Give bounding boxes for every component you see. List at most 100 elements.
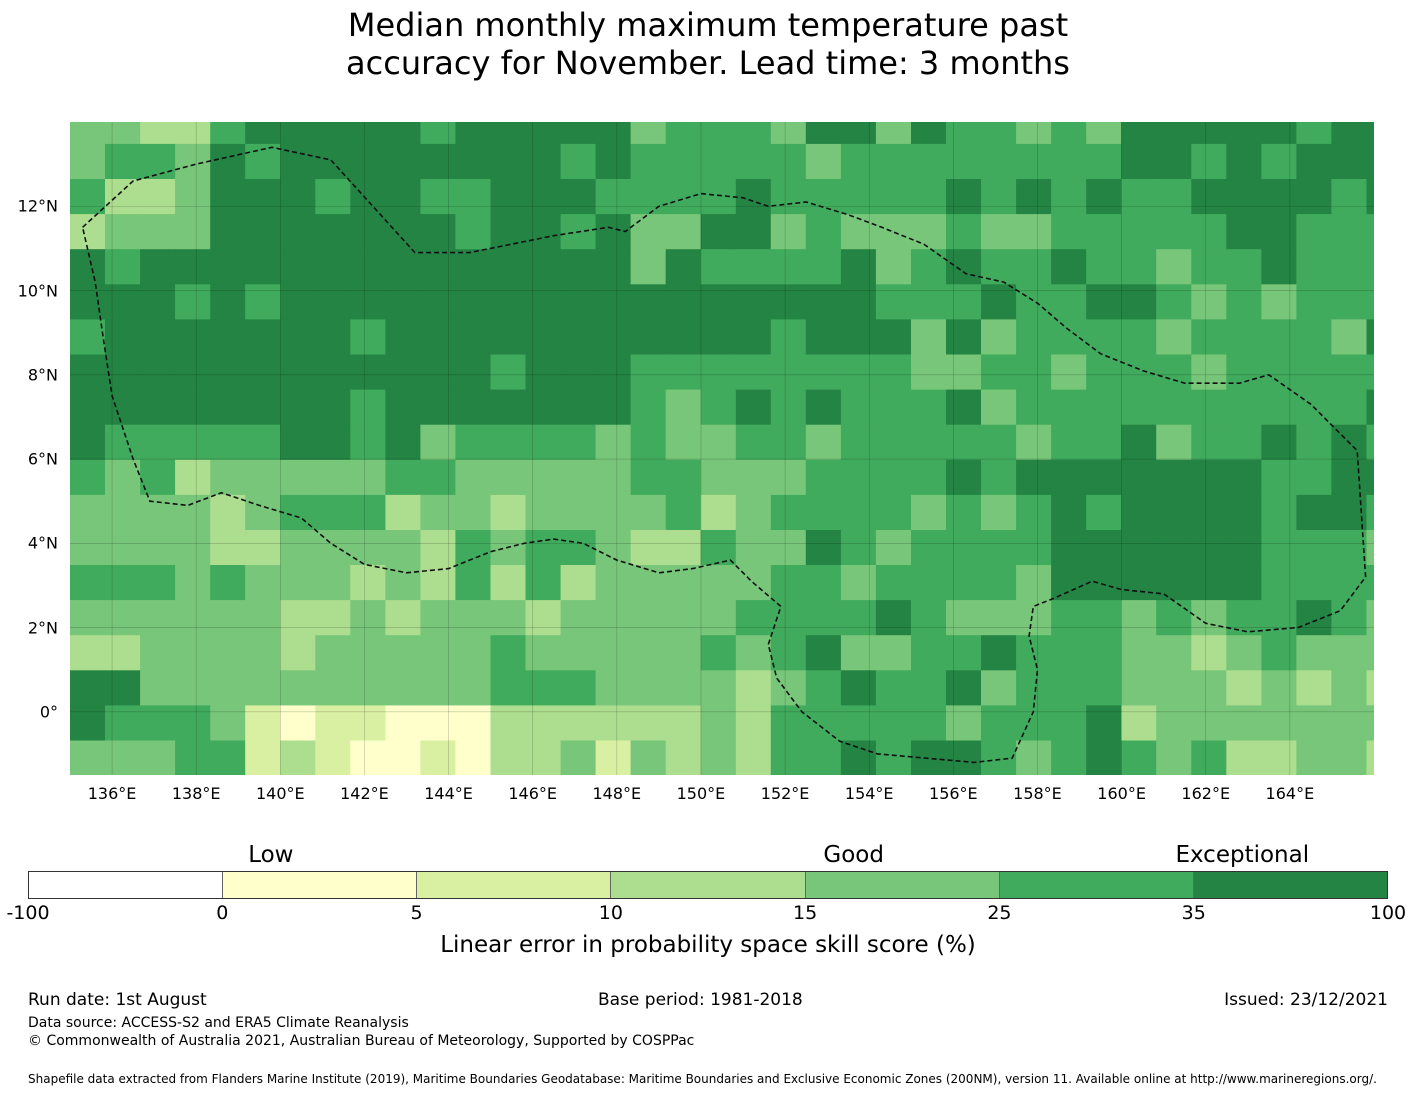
- skill-cell: [70, 283, 106, 320]
- skill-cell: [805, 283, 842, 320]
- skill-cell: [770, 459, 807, 495]
- skill-cell: [175, 143, 211, 179]
- skill-cell: [805, 122, 842, 144]
- skill-cell: [840, 178, 877, 215]
- skill-cell: [315, 389, 351, 425]
- skill-cell: [280, 318, 316, 355]
- skill-cell: [1226, 213, 1262, 250]
- skill-cell: [1051, 213, 1087, 250]
- skill-cell: [770, 213, 807, 250]
- skill-cell: [1296, 143, 1332, 179]
- skill-cell: [350, 122, 386, 144]
- skill-cell: [350, 318, 386, 355]
- skill-cell: [210, 318, 246, 355]
- skill-cell: [385, 599, 421, 636]
- skill-cell: [1086, 599, 1122, 636]
- skill-cell: [1226, 353, 1262, 390]
- skill-cell: [560, 248, 597, 285]
- skill-cell: [735, 634, 772, 671]
- skill-cell: [911, 459, 947, 495]
- skill-cell: [280, 739, 316, 775]
- skill-cell: [1051, 248, 1087, 285]
- skill-cell: [385, 318, 421, 355]
- skill-cell: [840, 318, 877, 355]
- skill-cell: [1121, 424, 1157, 460]
- skill-cell: [700, 122, 737, 144]
- skill-cell: [1296, 459, 1332, 495]
- skill-cell: [560, 704, 597, 741]
- skill-cell: [1331, 459, 1367, 495]
- skill-cell: [630, 143, 667, 179]
- skill-cell: [245, 494, 281, 530]
- skill-cell: [1191, 704, 1227, 741]
- skill-cell: [595, 178, 632, 215]
- skill-cell: [210, 634, 246, 671]
- skill-cell: [175, 494, 211, 530]
- skill-cell: [70, 213, 106, 250]
- skill-cell: [1121, 389, 1157, 425]
- skill-cell: [1191, 669, 1227, 706]
- skill-cell: [1261, 669, 1297, 706]
- skill-cell: [770, 248, 807, 285]
- skill-cell: [595, 389, 632, 425]
- skill-cell: [105, 143, 141, 179]
- skill-cell: [1296, 318, 1332, 355]
- skill-cell: [350, 564, 386, 601]
- skill-cell: [490, 669, 527, 706]
- skill-cell: [560, 178, 597, 215]
- skill-cell: [911, 389, 947, 425]
- skill-cell: [735, 353, 772, 390]
- skill-cell: [1191, 318, 1227, 355]
- skill-cell: [140, 143, 176, 179]
- skill-cell: [350, 494, 386, 530]
- skill-cell: [1191, 564, 1227, 601]
- skill-cell: [875, 634, 912, 671]
- colorbar-segment: [805, 872, 1000, 898]
- skill-score-map[interactable]: [70, 122, 1374, 775]
- skill-cell: [350, 178, 386, 215]
- skill-cell: [105, 704, 141, 741]
- skill-cell: [1296, 122, 1332, 144]
- skill-cell: [981, 704, 1017, 741]
- skill-cell: [420, 248, 456, 285]
- skill-cell: [385, 704, 421, 741]
- skill-cell: [455, 634, 491, 671]
- skill-cell: [840, 529, 877, 565]
- skill-cell: [805, 143, 842, 179]
- skill-cell: [805, 248, 842, 285]
- skill-cell: [420, 669, 456, 706]
- skill-cell: [105, 739, 141, 775]
- skill-cell: [946, 669, 982, 706]
- x-tick-label: 148°E: [592, 784, 642, 803]
- skill-cell: [105, 389, 141, 425]
- skill-cell: [1261, 599, 1297, 636]
- skill-cell: [245, 634, 281, 671]
- skill-cell: [1156, 529, 1192, 565]
- skill-cell: [175, 669, 211, 706]
- skill-cell: [70, 178, 106, 215]
- skill-cell: [1086, 704, 1122, 741]
- skill-cell: [70, 318, 106, 355]
- skill-cell: [385, 353, 421, 390]
- skill-cell: [1366, 283, 1374, 320]
- skill-cell: [525, 389, 562, 425]
- skill-cell: [560, 634, 597, 671]
- skill-cell: [805, 564, 842, 601]
- skill-cell: [560, 143, 597, 179]
- skill-cell: [840, 283, 877, 320]
- skill-cell: [805, 459, 842, 495]
- skill-cell: [981, 599, 1017, 636]
- skill-cell: [490, 248, 527, 285]
- skill-cell: [315, 178, 351, 215]
- skill-cell: [1121, 634, 1157, 671]
- skill-cell: [210, 283, 246, 320]
- skill-cell: [630, 494, 667, 530]
- skill-cell: [1191, 634, 1227, 671]
- skill-cell: [70, 634, 106, 671]
- skill-cell: [665, 529, 702, 565]
- skill-cell: [700, 178, 737, 215]
- skill-cell: [210, 704, 246, 741]
- skill-cell: [280, 669, 316, 706]
- skill-cell: [175, 599, 211, 636]
- skill-cell: [210, 669, 246, 706]
